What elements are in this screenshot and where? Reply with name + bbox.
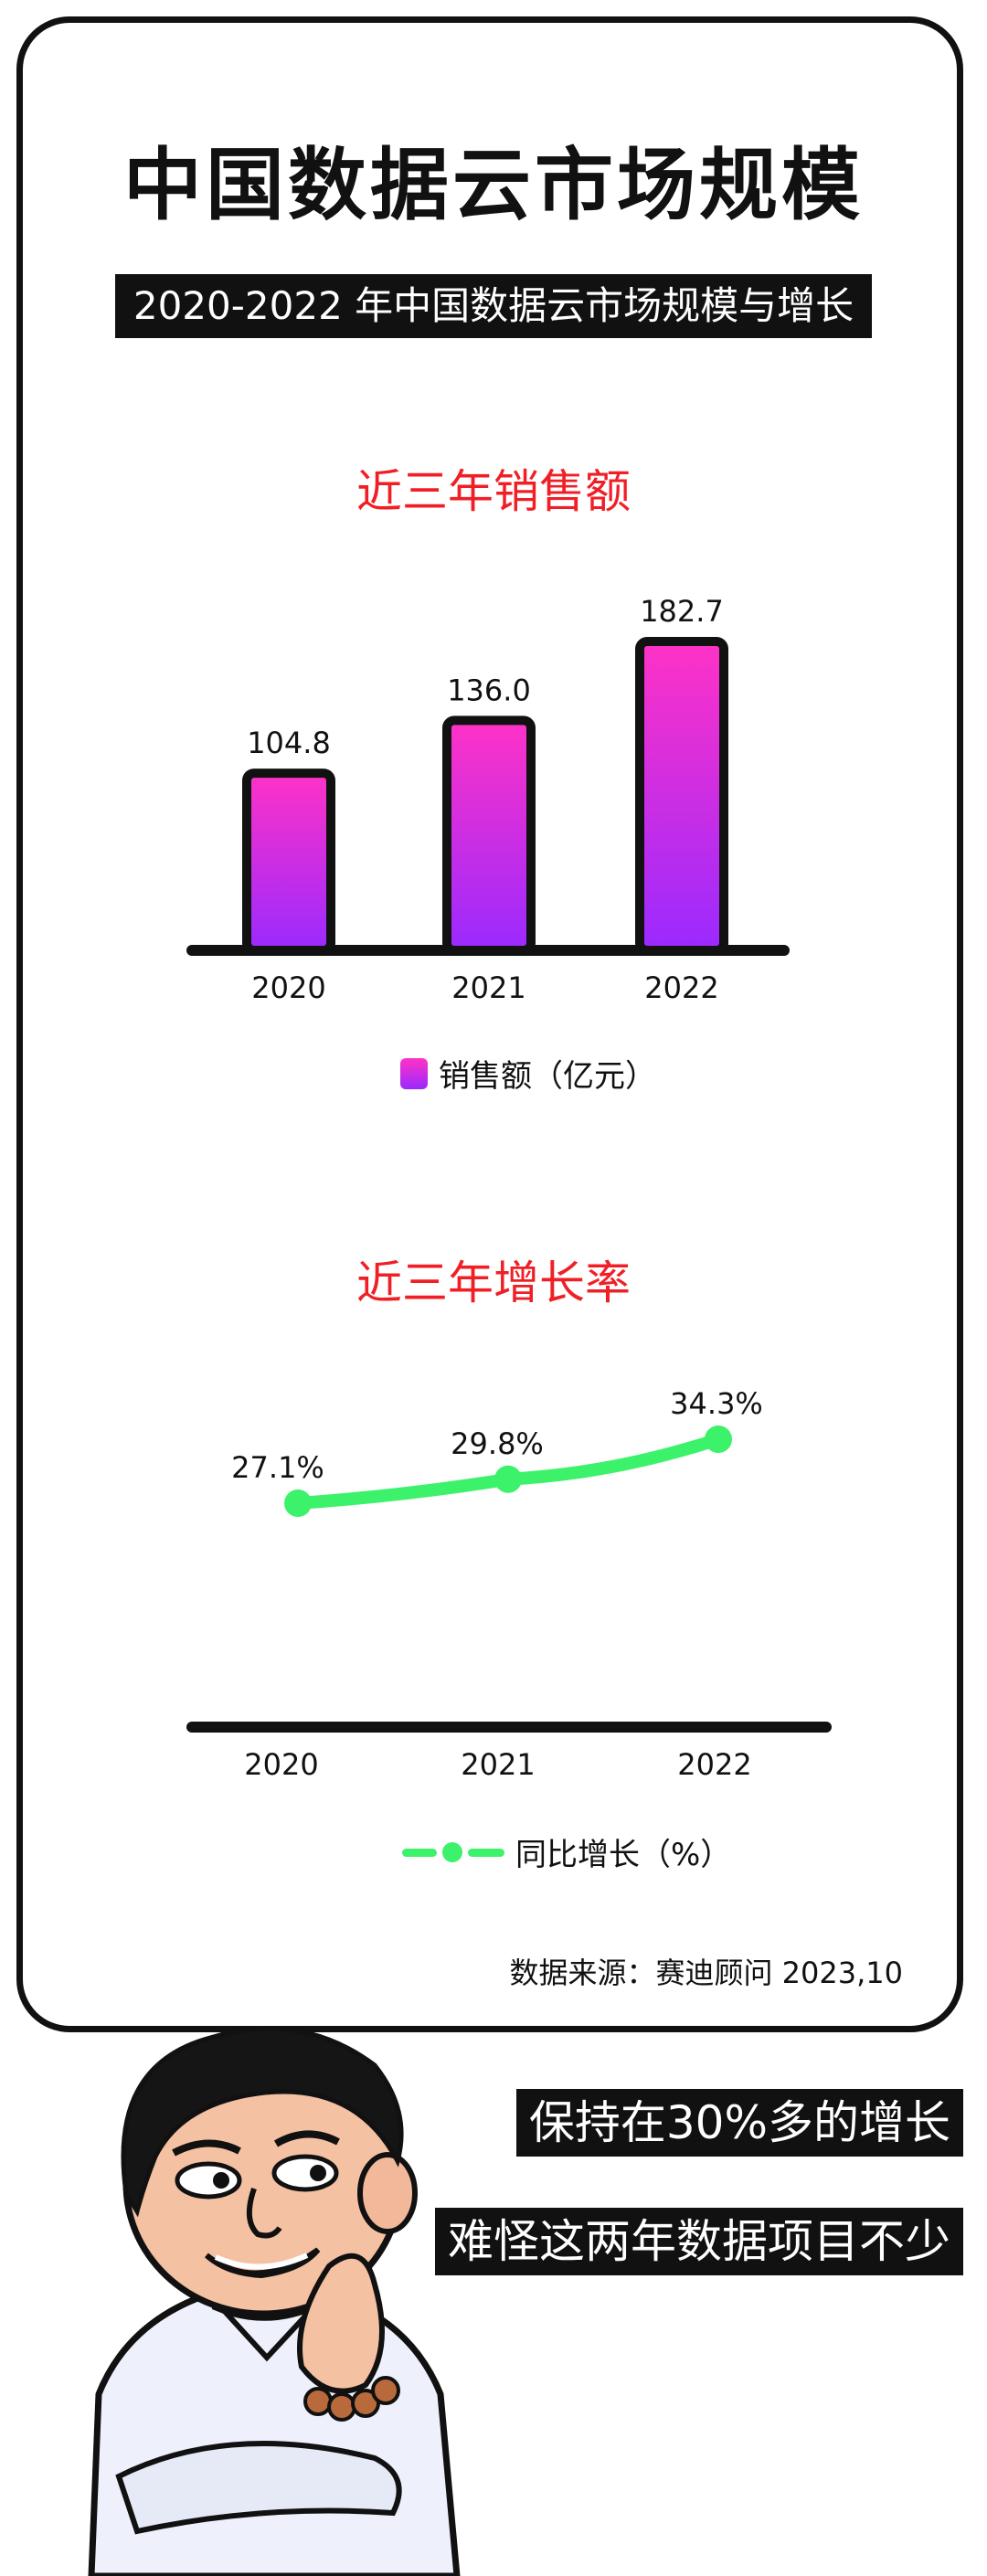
growth-point-2022: [705, 1426, 732, 1453]
sales-bar-chart: 104.8 2020 136.0 2021 182.7 2022: [186, 594, 790, 1005]
data-source: 数据来源：赛迪顾问 2023,10: [509, 1956, 903, 1990]
sales-bar-2022: [635, 637, 728, 955]
growth-point-2021: [494, 1465, 522, 1493]
sales-chart-title: 近三年销售额: [356, 465, 631, 518]
sales-tick-2020: 2020: [251, 970, 325, 1005]
sales-legend: 销售额（亿元）: [400, 1051, 656, 1096]
growth-legend: 同比增长（%）: [402, 1829, 731, 1874]
growth-tick-2022: 2022: [677, 1747, 751, 1782]
subtitle-bar: 2020-2022 年中国数据云市场规模与增长: [115, 274, 872, 338]
growth-chart-title: 近三年增长率: [356, 1256, 631, 1309]
sales-bar-2020: [242, 769, 335, 955]
growth-legend-label: 同比增长（%）: [515, 1837, 732, 1873]
sales-value-label-2020: 104.8: [247, 726, 331, 760]
main-title: 中国数据云市场规模: [123, 140, 864, 231]
sales-legend-swatch: [400, 1057, 428, 1089]
growth-legend-line: [402, 1837, 504, 1868]
cartoon-man-illustration: [88, 2026, 461, 2576]
caption-line-1: 保持在30%多的增长: [515, 2089, 963, 2157]
growth-value-label-2022: 34.3%: [670, 1386, 763, 1421]
sales-legend-label: 销售额（亿元）: [439, 1058, 656, 1095]
sales-value-label-2022: 182.7: [640, 594, 724, 629]
growth-tick-2021: 2021: [461, 1747, 535, 1782]
sales-bar-2021: [442, 716, 536, 955]
growth-line-chart: 27.1% 2020 29.8% 2021 34.3% 2022: [186, 1386, 832, 1782]
infographic-card: [16, 16, 963, 2032]
growth-value-label-2020: 27.1%: [231, 1450, 324, 1485]
growth-tick-2020: 2020: [244, 1747, 318, 1782]
sales-tick-2021: 2021: [451, 970, 525, 1005]
sales-tick-2022: 2022: [644, 970, 718, 1005]
sales-value-label-2021: 136.0: [447, 673, 531, 707]
caption-line-2: 难怪这两年数据项目不少: [435, 2208, 963, 2275]
growth-point-2020: [284, 1489, 312, 1517]
growth-value-label-2021: 29.8%: [451, 1426, 544, 1461]
